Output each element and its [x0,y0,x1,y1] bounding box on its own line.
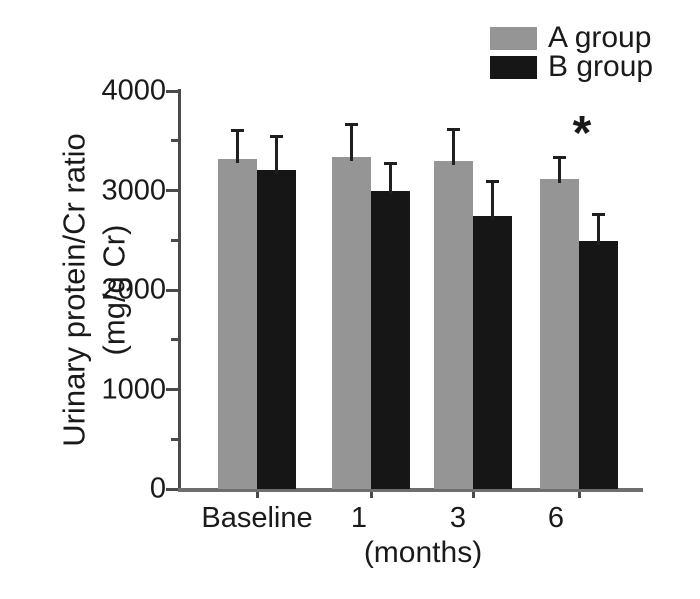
error-bar-line-a-group-baseline [236,128,239,163]
x-axis-line [178,488,643,492]
y-tick-label-1000: 1000 [101,373,166,405]
x-tick-3 [471,492,475,498]
error-bar-line-b-group-6 [597,213,600,246]
y-major-tick-0 [166,487,178,491]
bar-a-group-3 [434,160,473,489]
legend-swatch-a-group [490,26,537,50]
legend: A group B group [490,21,654,83]
bar-b-group-3 [473,216,512,489]
bar-a-group-1 [332,156,371,489]
bar-a-group-baseline [218,158,257,489]
y-tick-label-0: 0 [149,472,166,505]
x-axis-title: (months) [363,536,483,569]
error-bar-line-a-group-6 [558,155,561,183]
y-major-tick-3000 [166,189,178,192]
y-major-tick-1000 [166,388,178,391]
legend-item-a-group: A group [490,21,653,54]
bar-b-group-6 [579,241,618,489]
y-minor-tick-2500 [171,238,178,242]
x-tick-baseline [255,492,259,498]
error-bar-line-a-group-1 [350,122,353,161]
y-tick-label-4000: 4000 [101,74,166,107]
error-bar-cap-a-group-6 [553,155,566,159]
y-tick-label-3000: 3000 [101,174,166,206]
legend-swatch-b-group [490,55,537,79]
error-bar-line-b-group-baseline [275,134,278,174]
error-bar-cap-b-group-baseline [270,134,283,138]
y-major-tick-4000 [166,89,178,93]
y-major-tick-2000 [166,288,178,292]
x-tick-label-3: 3 [449,502,467,534]
legend-label-a-group: A group [548,21,652,54]
bar-b-group-baseline [257,169,296,489]
x-tick-label-6: 6 [547,502,565,534]
y-minor-tick-500 [171,437,178,441]
legend-item-b-group: B group [490,50,654,83]
y-axis-line [178,89,181,492]
y-minor-tick-1500 [171,338,178,342]
error-bar-cap-a-group-1 [345,122,358,126]
bar-a-group-6 [540,178,579,489]
error-bar-line-a-group-3 [452,127,455,165]
x-tick-1 [369,492,373,498]
error-bar-line-b-group-1 [389,161,392,195]
error-bar-cap-a-group-3 [447,127,460,131]
x-tick-6 [577,492,581,498]
x-tick-label-1: 1 [350,502,368,534]
significance-asterisk: * [572,107,592,160]
error-bar-cap-a-group-baseline [231,128,244,132]
x-tick-label-baseline: Baseline [201,502,313,534]
error-bar-line-b-group-3 [491,179,494,221]
y-minor-tick-3500 [171,139,178,143]
bar-b-group-1 [371,190,410,489]
error-bar-cap-b-group-6 [592,213,605,217]
error-bar-cap-b-group-3 [486,179,499,183]
error-bar-cap-b-group-1 [384,161,397,165]
legend-label-b-group: B group [548,50,654,83]
y-tick-label-2000: 2000 [101,273,166,306]
